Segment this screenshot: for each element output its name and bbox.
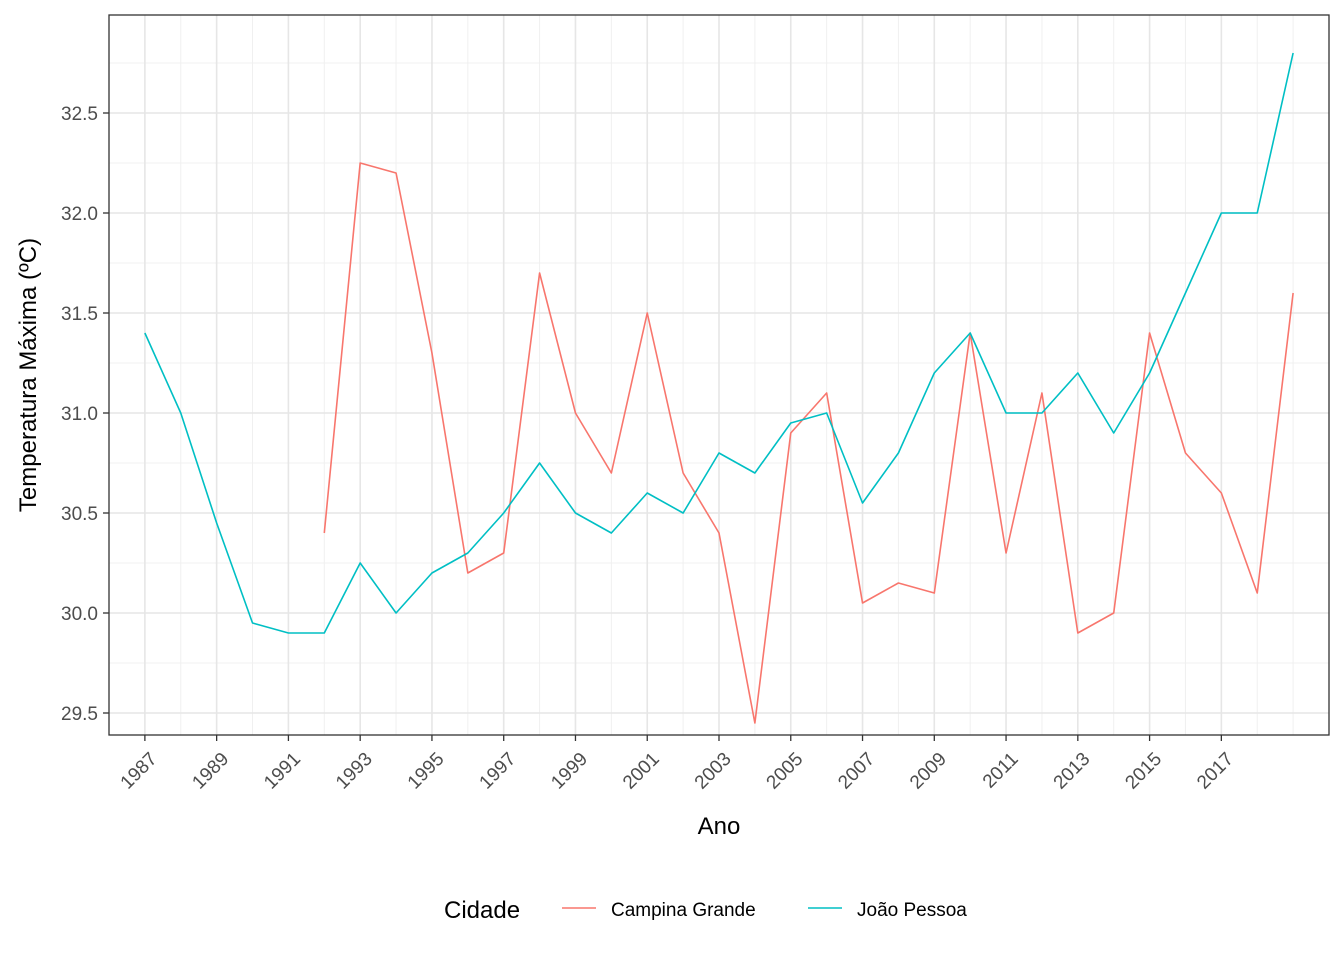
axis-ticks (103, 112, 1223, 741)
legend-label-joao-pessoa: João Pessoa (857, 900, 967, 921)
y-tick-label: 31.5 (61, 304, 98, 325)
y-tick-label: 30.0 (61, 604, 98, 625)
y-tick-labels: 29.5 30.0 30.5 31.0 31.5 32.0 32.5 (61, 104, 98, 725)
legend-label-campina-grande: Campina Grande (611, 900, 756, 921)
y-tick-label: 29.5 (61, 704, 98, 725)
y-tick-label: 32.5 (61, 104, 98, 125)
series-layer (144, 52, 1294, 724)
legend-title: Cidade (444, 897, 520, 924)
y-tick-label: 30.5 (61, 504, 98, 525)
y-tick-label: 32.0 (61, 204, 98, 225)
y-tick-label: 31.0 (61, 404, 98, 425)
legend: Cidade Campina Grande João Pessoa (444, 897, 967, 924)
series-line-1 (144, 52, 1294, 634)
y-axis-title: Temperatura Máxima (ºC) (15, 238, 42, 512)
series-line-0 (323, 162, 1294, 724)
major-gridlines (109, 15, 1329, 735)
x-axis-title: Ano (698, 813, 741, 840)
